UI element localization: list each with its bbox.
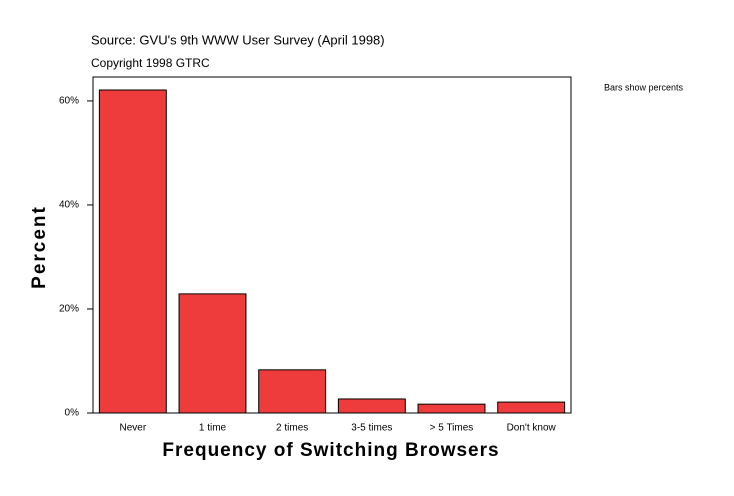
x-tick-label: Don't know	[507, 423, 557, 434]
y-axis-title: Percent	[29, 205, 50, 289]
x-tick-label: > 5 Times	[430, 423, 474, 434]
y-tick-label: 0%	[65, 408, 80, 419]
source: Source: GVU's 9th WWW User Survey (April…	[91, 32, 385, 47]
plot-frame	[92, 76, 572, 414]
x-tick-label: 2 times	[276, 423, 308, 434]
copyright: Copyright 1998 GTRC	[91, 56, 210, 70]
x-tick-label: Never	[119, 423, 146, 434]
bar	[337, 398, 406, 414]
y-tick-label: 60%	[59, 96, 79, 107]
bar	[178, 293, 247, 414]
bar	[417, 403, 486, 414]
y-tick-label: 20%	[59, 304, 79, 315]
y-tick-label: 40%	[59, 200, 79, 211]
bar	[98, 89, 167, 414]
note: Bars show percents	[604, 82, 684, 92]
bar	[258, 369, 327, 414]
x-tick-label: 1 time	[199, 423, 227, 434]
x-tick-label: 3-5 times	[351, 423, 392, 434]
x-axis-title: Frequency of Switching Browsers	[162, 440, 499, 461]
bar	[497, 401, 566, 414]
